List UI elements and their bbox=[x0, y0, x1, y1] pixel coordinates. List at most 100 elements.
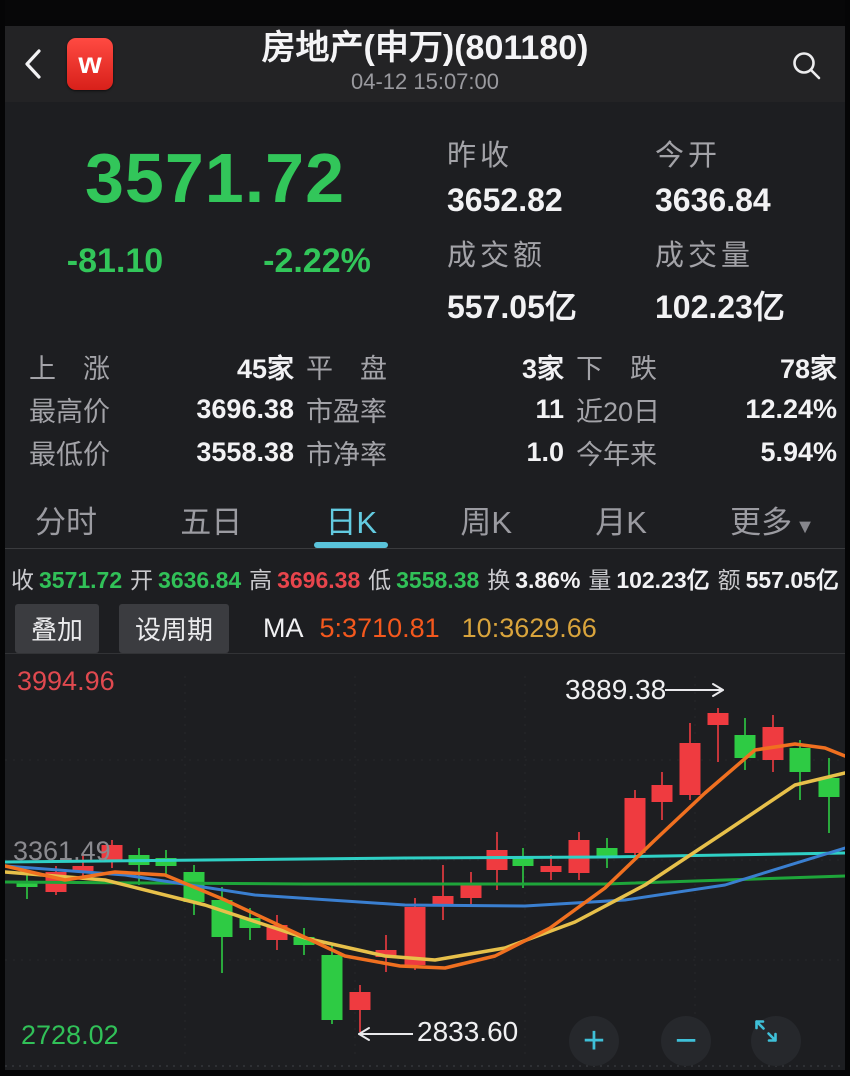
low-annotation: 2833.60 bbox=[417, 1016, 519, 1047]
fullscreen-button[interactable] bbox=[751, 1016, 801, 1066]
day-high-value: 3696.38 bbox=[196, 394, 294, 424]
header-titles: 房地产(申万)(801180) 04-12 15:07:00 bbox=[125, 26, 725, 102]
unchanged-label: 平 盘 bbox=[306, 354, 387, 384]
ma10-value: 10:3629.66 bbox=[461, 613, 597, 643]
tab-label: 周K bbox=[460, 505, 513, 540]
day-low-value: 3558.38 bbox=[196, 437, 294, 467]
table-row: 最低价 3558.38 市净率 1.0 今年来 5.94% bbox=[5, 431, 845, 474]
pb-label: 市净率 bbox=[306, 440, 387, 470]
y-axis-min-label: 2728.02 bbox=[21, 1020, 119, 1050]
tab-daily-k[interactable]: 日K bbox=[314, 487, 389, 548]
ohlc-low: 低 3558.38 bbox=[368, 561, 479, 595]
set-period-button[interactable]: 设周期 bbox=[119, 604, 230, 653]
ma-label: MA bbox=[263, 613, 304, 643]
ohlc-label: 收 bbox=[11, 567, 34, 593]
20day-value: 12.24% bbox=[745, 394, 837, 424]
logo-letter: w bbox=[78, 47, 102, 80]
ohlc-label: 量 bbox=[588, 567, 612, 593]
ytd-label: 今年来 bbox=[576, 440, 657, 470]
tab-intraday[interactable]: 分时 bbox=[35, 487, 97, 548]
plus-icon: + bbox=[582, 1019, 606, 1062]
tab-more[interactable]: 更多 ▼ bbox=[730, 487, 815, 548]
tab-5day[interactable]: 五日 bbox=[180, 487, 242, 548]
stat-label: 成交量 bbox=[655, 240, 755, 272]
decliners-label: 下 跌 bbox=[576, 354, 657, 384]
ohlc-value: 3571.72 bbox=[39, 567, 123, 593]
ohlc-volume: 量 102.23亿 bbox=[588, 561, 709, 595]
quote-timestamp: 04-12 15:07:00 bbox=[350, 69, 500, 94]
stat-prev-close: 昨收 3652.82 bbox=[447, 132, 637, 219]
table-row: 上 涨 45家 平 盘 3家 下 跌 78家 bbox=[5, 345, 845, 388]
ohlc-label: 高 bbox=[249, 567, 273, 593]
y-axis-max-label: 3994.96 bbox=[17, 666, 115, 696]
tab-label: 日K bbox=[325, 505, 378, 540]
ohlc-value: 3636.84 bbox=[158, 567, 242, 593]
stat-value: 3636.84 bbox=[655, 182, 771, 218]
ohlc-turnover-rate: 换 3.86% bbox=[487, 561, 580, 595]
ohlc-amount: 额 557.05亿 bbox=[718, 561, 839, 595]
ohlc-label: 低 bbox=[368, 567, 392, 593]
back-chevron-icon bbox=[25, 49, 41, 79]
status-bar-strip bbox=[5, 0, 845, 26]
tab-label: 更多 bbox=[730, 505, 793, 540]
ohlc-high: 高 3696.38 bbox=[249, 561, 360, 595]
search-icon bbox=[793, 52, 821, 80]
ohlc-label: 开 bbox=[130, 567, 154, 593]
price-change: -81.10 bbox=[66, 242, 164, 280]
stat-open: 今开 3636.84 bbox=[655, 132, 845, 219]
ohlc-value: 3696.38 bbox=[277, 567, 361, 593]
overlay-button[interactable]: 叠加 bbox=[15, 604, 100, 653]
day-high-label: 最高价 bbox=[29, 397, 110, 427]
ohlc-label: 额 bbox=[717, 567, 741, 593]
tab-label: 分时 bbox=[35, 505, 97, 540]
expand-icon bbox=[755, 1020, 777, 1042]
unchanged-value: 3家 bbox=[521, 354, 564, 384]
chevron-down-icon: ▼ bbox=[795, 516, 815, 538]
ohlc-open: 开 3636.84 bbox=[130, 561, 241, 595]
back-button[interactable] bbox=[23, 48, 43, 80]
tab-label: 月K bbox=[595, 505, 647, 540]
last-price: 3571.72 bbox=[84, 139, 346, 217]
ma5-value: 5:3710.81 bbox=[319, 613, 440, 643]
chart-toolbar: 叠加 设周期 MA 5:3710.81 10:3629.66 bbox=[5, 604, 845, 654]
high-annotation: 3889.38 bbox=[565, 674, 667, 705]
stat-label: 成交额 bbox=[447, 240, 547, 272]
candlestick-chart[interactable]: 3994.96 3361.49 2728.02 3889.38 2833.60 … bbox=[5, 660, 845, 1070]
wind-app-logo: w bbox=[67, 38, 113, 90]
tab-label: 五日 bbox=[180, 505, 243, 540]
advancers-label: 上 涨 bbox=[29, 354, 110, 384]
tab-weekly-k[interactable]: 周K bbox=[460, 487, 512, 548]
chart-period-tabs: 分时 五日 日K 周K 月K 更多 ▼ bbox=[5, 487, 845, 549]
20day-label: 近20日 bbox=[576, 397, 661, 427]
ohlc-value: 3.86% bbox=[515, 567, 581, 593]
stock-detail-screen: w 房地产(申万)(801180) 04-12 15:07:00 3571.72… bbox=[5, 0, 845, 1070]
day-low-label: 最低价 bbox=[29, 440, 110, 470]
zoom-out-button[interactable]: − bbox=[661, 1016, 711, 1066]
stat-label: 昨收 bbox=[447, 140, 514, 172]
pe-label: 市盈率 bbox=[306, 397, 387, 427]
pe-value: 11 bbox=[535, 394, 564, 424]
table-row: 最高价 3696.38 市盈率 11 近20日 12.24% bbox=[5, 388, 845, 431]
ytd-value: 5.94% bbox=[760, 437, 837, 467]
advancers-value: 45家 bbox=[236, 354, 294, 384]
stat-value: 3652.82 bbox=[447, 182, 563, 218]
stat-value: 557.05亿 bbox=[447, 289, 577, 325]
stat-value: 102.23亿 bbox=[655, 289, 785, 325]
search-button[interactable] bbox=[791, 50, 823, 82]
ohlc-value: 557.05亿 bbox=[745, 567, 839, 593]
kline-canvas bbox=[5, 676, 845, 1067]
stat-turnover: 成交额 557.05亿 bbox=[447, 232, 637, 328]
ohlc-strip: 收 3571.72 开 3636.84 高 3696.38 低 3558.38 换 3.8… bbox=[5, 556, 845, 600]
quote-panel: 3571.72 -81.10 -2.22% 昨收 3652.82 今开 3636… bbox=[5, 102, 845, 342]
header: w 房地产(申万)(801180) 04-12 15:07:00 bbox=[5, 26, 845, 102]
stat-volume: 成交量 102.23亿 bbox=[655, 232, 845, 328]
market-summary-table: 上 涨 45家 平 盘 3家 下 跌 78家 最高价 3696.38 市盈率 1… bbox=[5, 345, 845, 474]
ohlc-label: 换 bbox=[487, 567, 511, 593]
decliners-value: 78家 bbox=[779, 354, 837, 384]
ohlc-close: 收 3571.72 bbox=[11, 561, 122, 595]
y-axis-mid-label: 3361.49 bbox=[13, 836, 111, 866]
zoom-in-button[interactable]: + bbox=[569, 1016, 619, 1066]
tab-monthly-k[interactable]: 月K bbox=[595, 487, 647, 548]
active-tab-underline bbox=[314, 542, 389, 548]
pb-value: 1.0 bbox=[526, 437, 564, 467]
